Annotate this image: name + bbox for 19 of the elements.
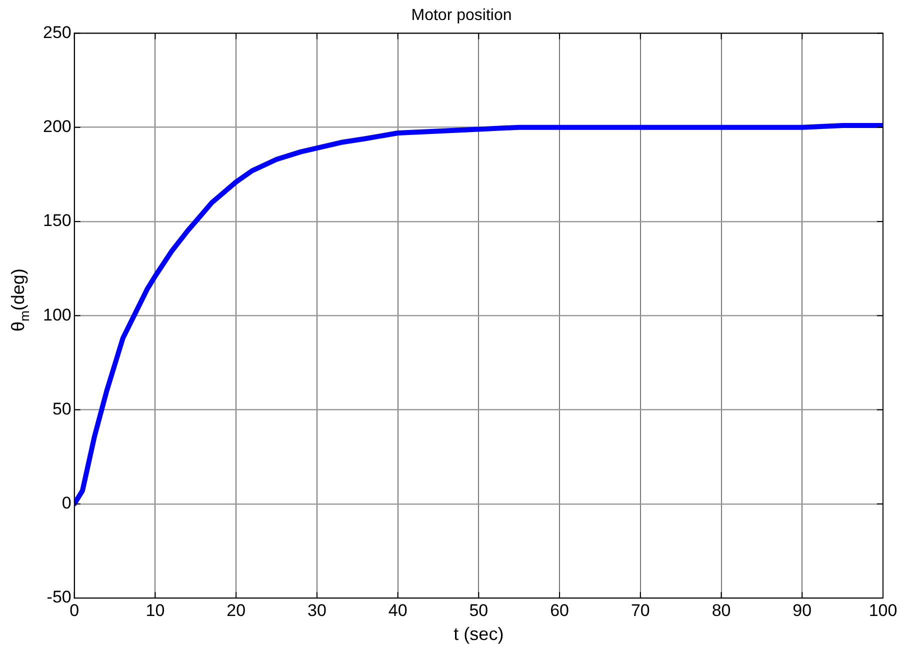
x-tick-label: 80 [712,600,731,620]
x-tick-label: 90 [792,600,812,620]
x-tick-label: 40 [388,600,408,620]
x-tick-label: 60 [550,600,570,620]
x-tick-label: 100 [868,600,898,620]
x-tick-label: 50 [469,600,488,620]
y-tick-label: 100 [42,305,72,324]
x-tick-label: 10 [146,600,165,620]
y-tick-label: 250 [42,22,72,42]
chart-title: Motor position [411,7,512,24]
x-tick-label: 20 [226,600,246,620]
x-tick-label: 30 [307,600,326,620]
y-tick-label: -50 [46,588,72,607]
x-axis-title: t (sec) [454,624,504,644]
y-tick-label: 50 [52,399,72,418]
x-tick-label: 70 [630,600,650,620]
y-tick-label: 200 [42,117,72,136]
y-tick-label: 0 [62,494,72,513]
y-tick-label: 150 [42,211,72,230]
